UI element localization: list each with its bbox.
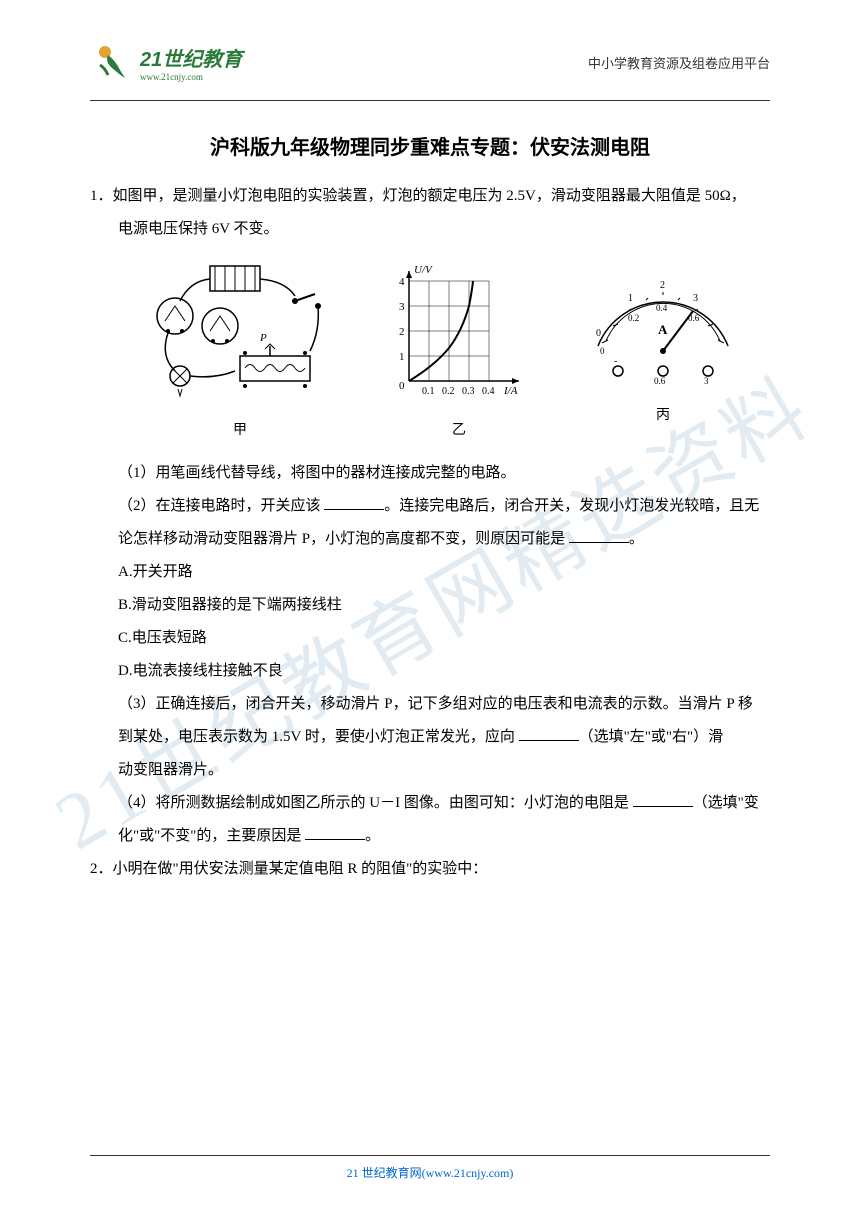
q2-number: 2． (90, 861, 113, 877)
q1-sub2-a: （2）在连接电路时，开关应该 (118, 498, 324, 514)
blank-5[interactable] (305, 822, 365, 840)
svg-text:1: 1 (628, 293, 633, 304)
q1-sub2: （2）在连接电路时，开关应该 。连接完电路后，闭合开关，发现小灯泡发光较暗，且无 (90, 490, 770, 523)
circuit-diagram: P (140, 261, 340, 401)
q1-sub4-line2: 化"或"不变"的，主要原因是 。 (90, 820, 770, 853)
q1-sub2-d: 。 (629, 531, 644, 547)
figure-b: 4 3 2 1 0 0.1 0.2 0.3 0.4 U/V I/A 乙 (384, 261, 534, 447)
option-c: C.电压表短路 (118, 622, 770, 655)
svg-text:-: - (614, 356, 617, 367)
logo-text: 21世纪教育 www.21cnjy.com (140, 43, 242, 82)
svg-text:3: 3 (399, 301, 405, 313)
svg-text:0.4: 0.4 (482, 386, 495, 397)
svg-text:0.3: 0.3 (462, 386, 475, 397)
svg-text:2: 2 (660, 280, 665, 291)
q1-text-1: 如图甲，是测量小灯泡电阻的实验装置，灯泡的额定电压为 2.5V，滑动变阻器最大阻… (113, 188, 746, 204)
footer-text: 21 世纪教育网(www.21cnjy.com) (0, 1164, 860, 1181)
figure-a: P 甲 (140, 261, 340, 447)
svg-text:0: 0 (600, 346, 605, 356)
q2-text: 小明在做"用伏安法测量某定值电阻 R 的阻值"的实验中： (113, 861, 488, 877)
q1-sub3-line2: 到某处，电压表示数为 1.5V 时，要使小灯泡正常发光，应向 （选填"左"或"右… (90, 721, 770, 754)
svg-text:0.1: 0.1 (422, 386, 435, 397)
footer-divider (90, 1155, 770, 1156)
svg-text:0.4: 0.4 (656, 303, 668, 313)
header-right-text: 中小学教育资源及组卷应用平台 (588, 53, 770, 72)
options-list: A.开关开路 B.滑动变阻器接的是下端两接线柱 C.电压表短路 D.电流表接线柱… (90, 556, 770, 688)
svg-text:0.2: 0.2 (442, 386, 455, 397)
question-1: 1．如图甲，是测量小灯泡电阻的实验装置，灯泡的额定电压为 2.5V，滑动变阻器最… (90, 180, 770, 853)
q1-sub4-b: （选填"变 (693, 795, 759, 811)
blank-1[interactable] (324, 492, 384, 510)
logo-sub-text: www.21cnjy.com (140, 72, 242, 82)
q1-sub1: （1）用笔画线代替导线，将图中的器材连接成完整的电路。 (90, 457, 770, 490)
figures-row: P 甲 (90, 251, 770, 452)
svg-text:I/A: I/A (503, 385, 518, 397)
svg-text:0: 0 (596, 328, 601, 339)
page-title: 沪科版九年级物理同步重难点专题：伏安法测电阻 (90, 131, 770, 160)
blank-4[interactable] (633, 789, 693, 807)
logo-icon (90, 40, 135, 85)
logo-main-text: 21世纪教育 (140, 43, 242, 72)
page-footer: 21 世纪教育网(www.21cnjy.com) (0, 1155, 860, 1181)
svg-text:3: 3 (704, 376, 709, 386)
ui-graph: 4 3 2 1 0 0.1 0.2 0.3 0.4 U/V I/A (384, 261, 534, 401)
svg-text:0.2: 0.2 (628, 313, 639, 323)
q1-sub2-line2: 论怎样移动滑动变阻器滑片 P，小灯泡的高度都不变，则原因可能是 。 (90, 523, 770, 556)
q1-sub2-c: 论怎样移动滑动变阻器滑片 P，小灯泡的高度都不变，则原因可能是 (118, 531, 569, 547)
svg-text:2: 2 (399, 326, 405, 338)
q1-sub3-b: 到某处，电压表示数为 1.5V 时，要使小灯泡正常发光，应向 (118, 729, 519, 745)
logo: 21世纪教育 www.21cnjy.com (90, 40, 242, 85)
page-header: 21世纪教育 www.21cnjy.com 中小学教育资源及组卷应用平台 (0, 0, 860, 95)
svg-text:P: P (259, 332, 267, 344)
blank-2[interactable] (569, 525, 629, 543)
main-content: 沪科版九年级物理同步重难点专题：伏安法测电阻 1．如图甲，是测量小灯泡电阻的实验… (0, 101, 860, 886)
svg-text:0.6: 0.6 (654, 376, 666, 386)
svg-text:4: 4 (399, 276, 405, 288)
q1-sub3-line1: （3）正确连接后，闭合开关，移动滑片 P，记下多组对应的电压表和电流表的示数。当… (90, 688, 770, 721)
svg-text:U/V: U/V (414, 264, 433, 276)
figure-c: 0 1 2 3 0 0.2 0.4 0.6 A - 0.6 3 (578, 276, 748, 432)
svg-text:0: 0 (399, 380, 405, 392)
fig-label-a: 甲 (140, 416, 340, 447)
question-2: 2．小明在做"用伏安法测量某定值电阻 R 的阻值"的实验中： (90, 853, 770, 886)
fig-label-b: 乙 (384, 416, 534, 447)
q1-text-2: 电源电压保持 6V 不变。 (90, 213, 770, 246)
svg-text:1: 1 (399, 351, 405, 363)
q1-sub4-d: 。 (365, 828, 380, 844)
q1-sub2-b: 。连接完电路后，闭合开关，发现小灯泡发光较暗，且无 (384, 498, 759, 514)
q1-sub4-a: （4）将所测数据绘制成如图乙所示的 U－I 图像。由图可知：小灯泡的电阻是 (118, 795, 633, 811)
svg-text:A: A (658, 322, 668, 337)
fig-label-c: 丙 (578, 401, 748, 432)
q1-sub4-c: 化"或"不变"的，主要原因是 (118, 828, 305, 844)
q1-number: 1． (90, 188, 113, 204)
option-b: B.滑动变阻器接的是下端两接线柱 (118, 589, 770, 622)
q1-sub4-line1: （4）将所测数据绘制成如图乙所示的 U－I 图像。由图可知：小灯泡的电阻是 （选… (90, 787, 770, 820)
blank-3[interactable] (519, 723, 579, 741)
q1-sub3-c: （选填"左"或"右"）滑 (579, 729, 724, 745)
option-d: D.电流表接线柱接触不良 (118, 655, 770, 688)
svg-text:3: 3 (693, 293, 698, 304)
q1-sub3-line3: 动变阻器滑片。 (90, 754, 770, 787)
ammeter: 0 1 2 3 0 0.2 0.4 0.6 A - 0.6 3 (578, 276, 748, 386)
option-a: A.开关开路 (118, 556, 770, 589)
